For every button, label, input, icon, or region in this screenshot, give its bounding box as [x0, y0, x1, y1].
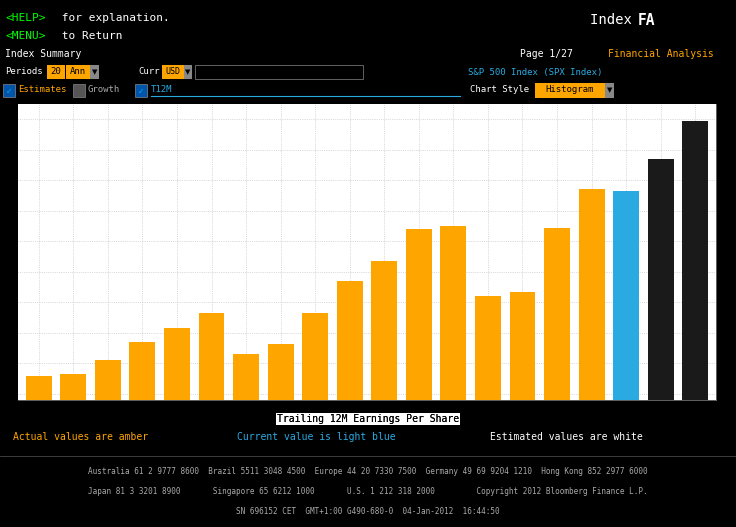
Text: to Return: to Return: [55, 31, 122, 41]
Text: <HELP>: <HELP>: [6, 13, 46, 23]
Bar: [135, 84, 147, 97]
Text: Ann: Ann: [70, 67, 86, 76]
Bar: [268, 344, 294, 485]
Text: Curr: Curr: [138, 67, 160, 76]
Text: ✓: ✓: [138, 86, 144, 95]
Bar: [199, 313, 224, 485]
Bar: [578, 189, 604, 485]
Text: Current value is light blue: Current value is light blue: [237, 432, 396, 442]
Bar: [535, 83, 605, 98]
Text: Index Summary: Index Summary: [5, 49, 82, 59]
Text: ▼: ▼: [92, 69, 97, 75]
Text: Japan 81 3 3201 8900       Singapore 65 6212 1000       U.S. 1 212 318 2000     : Japan 81 3 3201 8900 Singapore 65 6212 1…: [88, 487, 648, 496]
Text: Financial Analysis: Financial Analysis: [608, 49, 714, 59]
Bar: [302, 313, 328, 485]
Text: ▼: ▼: [606, 87, 612, 93]
Bar: [406, 229, 432, 485]
Text: Estimated values are white: Estimated values are white: [490, 432, 643, 442]
Bar: [648, 159, 673, 485]
Text: ✓: ✓: [6, 86, 13, 95]
Bar: [509, 291, 536, 485]
Text: S&P 500 Index (SPX Index): S&P 500 Index (SPX Index): [468, 67, 602, 76]
Bar: [130, 342, 155, 485]
Bar: [544, 228, 570, 485]
Bar: [95, 360, 121, 485]
Bar: [682, 121, 708, 485]
Bar: [73, 84, 85, 97]
Bar: [164, 328, 190, 485]
Text: 20: 20: [51, 67, 61, 76]
Bar: [440, 226, 467, 485]
Bar: [372, 261, 397, 485]
Text: Estimates: Estimates: [18, 85, 66, 94]
Text: Page 1/27: Page 1/27: [520, 49, 573, 59]
Bar: [162, 65, 184, 79]
Text: Index: Index: [590, 13, 640, 27]
Text: Histogram: Histogram: [546, 85, 594, 94]
Text: <MENU>: <MENU>: [6, 31, 46, 41]
Bar: [613, 191, 639, 485]
Bar: [60, 374, 86, 485]
Text: Trailing 12M Earnings Per Share: Trailing 12M Earnings Per Share: [277, 414, 459, 424]
Bar: [66, 65, 90, 79]
Bar: [184, 65, 192, 79]
Text: Australia 61 2 9777 8600  Brazil 5511 3048 4500  Europe 44 20 7330 7500  Germany: Australia 61 2 9777 8600 Brazil 5511 304…: [88, 467, 648, 476]
Bar: [475, 296, 501, 485]
Text: T12M: T12M: [151, 85, 172, 94]
Bar: [26, 376, 52, 485]
Text: USD: USD: [166, 67, 180, 76]
Text: for explanation.: for explanation.: [55, 13, 170, 23]
Text: FA: FA: [638, 13, 656, 28]
Text: Chart Style: Chart Style: [470, 85, 529, 94]
Text: Growth: Growth: [88, 85, 120, 94]
Bar: [605, 83, 614, 98]
Bar: [337, 281, 363, 485]
Bar: [195, 65, 363, 79]
Bar: [90, 65, 99, 79]
Bar: [233, 354, 259, 485]
Text: ▼: ▼: [185, 69, 191, 75]
Text: SN 696152 CET  GMT+1:00 G490-680-0  04-Jan-2012  16:44:50: SN 696152 CET GMT+1:00 G490-680-0 04-Jan…: [236, 506, 500, 515]
Text: Periods: Periods: [5, 67, 43, 76]
Text: Actual values are amber: Actual values are amber: [13, 432, 149, 442]
Bar: [47, 65, 65, 79]
Bar: [3, 84, 15, 97]
Text: Trailing 12M Earnings Per Share: Trailing 12M Earnings Per Share: [277, 414, 459, 424]
